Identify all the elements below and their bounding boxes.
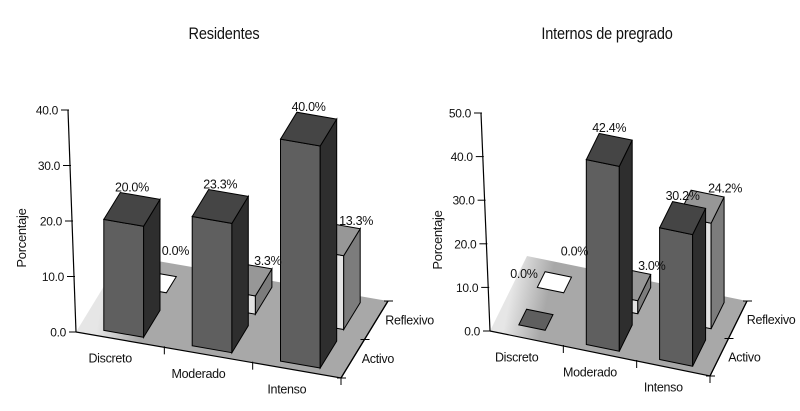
value-label-reflexivo-intenso: 13.3% bbox=[339, 214, 373, 228]
series-label-reflexivo: Reflexivo bbox=[747, 313, 796, 327]
value-axis-tick-label: 0.0 bbox=[50, 326, 66, 340]
bar-activo-intenso-side-face bbox=[319, 117, 338, 370]
category-label-moderado: Moderado bbox=[172, 367, 226, 381]
series-label-activo: Activo bbox=[362, 352, 395, 366]
value-label-activo-intenso: 40.0% bbox=[292, 100, 326, 114]
chart-title-residentes: Residentes bbox=[188, 25, 260, 43]
value-axis-tick-label: 40.0 bbox=[451, 150, 474, 164]
bar-activo-intenso-top-face bbox=[658, 201, 707, 236]
value-axis-tick-label: 10.0 bbox=[456, 281, 479, 295]
bar-activo-intenso-front-face bbox=[659, 227, 694, 367]
bar-activo-discreto-front-face bbox=[103, 218, 145, 338]
chart-0: 0.0 10.0 20.0 30.0 40.0 Porcentaje Discreto Mod… bbox=[14, 100, 435, 396]
bar-activo-moderado-top-face bbox=[191, 188, 250, 224]
category-label-intenso: Intenso bbox=[267, 382, 306, 396]
bar-reflexivo-discreto-zero-pad bbox=[536, 271, 573, 294]
value-label-activo-discreto: 20.0% bbox=[115, 180, 149, 194]
value-label-reflexivo-intenso: 24.2% bbox=[708, 182, 742, 196]
value-axis-tick-label: 0.0 bbox=[464, 325, 480, 339]
value-axis-tick-label: 30.0 bbox=[38, 159, 61, 173]
chart-1: 0.0 10.0 20.0 30.0 40.0 50.0 Porcentaje Discret… bbox=[430, 107, 796, 395]
category-label-moderado: Moderado bbox=[563, 366, 617, 380]
category-label-discreto: Discreto bbox=[495, 351, 539, 365]
bar-activo-intenso-side-face bbox=[692, 208, 707, 367]
category-label-discreto: Discreto bbox=[88, 352, 132, 366]
value-axis-tick-label: 20.0 bbox=[40, 215, 63, 229]
value-axis-title: Porcentaje bbox=[14, 208, 29, 267]
value-label-activo-moderado: 23.3% bbox=[203, 177, 237, 191]
value-label-activo-discreto: 0.0% bbox=[510, 267, 537, 281]
category-label-intenso: Intenso bbox=[644, 381, 683, 395]
value-axis bbox=[480, 112, 491, 332]
bar-activo-moderado-side-face bbox=[618, 139, 633, 352]
series-label-activo: Activo bbox=[728, 350, 761, 364]
series-label-reflexivo: Reflexivo bbox=[385, 313, 434, 327]
bar-activo-moderado-front-face bbox=[585, 158, 620, 352]
bar-activo-discreto-top-face bbox=[102, 191, 161, 227]
value-axis-tick-label: 20.0 bbox=[454, 237, 477, 251]
bar-activo-intenso-top-face bbox=[279, 111, 338, 147]
bar-activo-intenso-front-face bbox=[280, 138, 321, 369]
value-label-reflexivo-moderado: 3.3% bbox=[254, 254, 281, 268]
value-axis-tick-label: 10.0 bbox=[42, 270, 65, 284]
value-label-reflexivo-discreto: 0.0% bbox=[162, 244, 189, 258]
value-axis-tick-label: 50.0 bbox=[449, 107, 472, 121]
value-label-activo-moderado: 42.4% bbox=[592, 121, 626, 135]
value-label-reflexivo-discreto: 0.0% bbox=[561, 244, 588, 258]
value-axis-title: Porcentaje bbox=[430, 210, 445, 269]
value-axis-tick-label: 40.0 bbox=[36, 104, 59, 118]
bar-activo-moderado-front-face bbox=[191, 215, 233, 354]
chart-title-internos-de-pregrado: Internos de pregrado bbox=[541, 25, 673, 43]
bar-activo-discreto-zero-pad bbox=[518, 308, 554, 331]
bar-activo-moderado-top-face bbox=[585, 132, 633, 167]
value-axis-tick-label: 30.0 bbox=[452, 194, 475, 208]
value-label-activo-intenso: 30.2% bbox=[666, 189, 700, 203]
value-label-reflexivo-moderado: 3.0% bbox=[638, 259, 665, 273]
